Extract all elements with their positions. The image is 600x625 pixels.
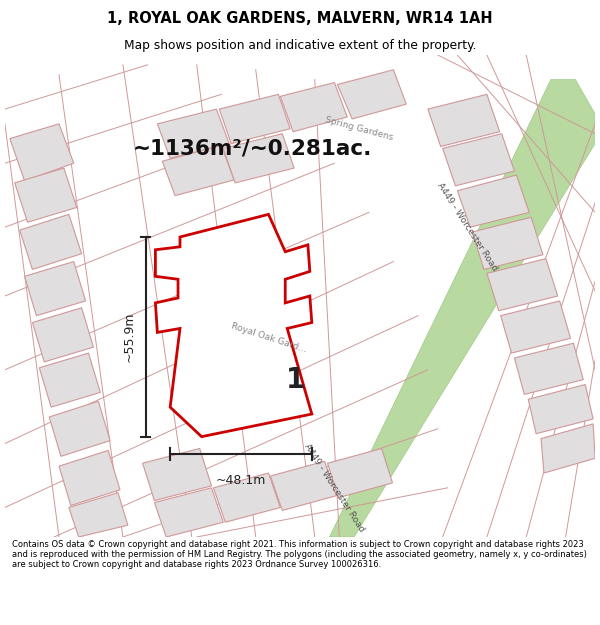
Text: A449 - Worcester Road: A449 - Worcester Road xyxy=(302,442,367,534)
Polygon shape xyxy=(49,401,110,456)
Polygon shape xyxy=(20,214,82,269)
Polygon shape xyxy=(487,259,558,311)
Polygon shape xyxy=(428,94,500,146)
Polygon shape xyxy=(337,70,406,119)
Text: A449 - Worcester Road: A449 - Worcester Road xyxy=(436,181,499,273)
Polygon shape xyxy=(25,262,86,316)
Polygon shape xyxy=(328,449,392,498)
Polygon shape xyxy=(514,343,583,394)
Polygon shape xyxy=(162,146,234,196)
Text: ~1136m²/~0.281ac.: ~1136m²/~0.281ac. xyxy=(133,139,372,159)
Polygon shape xyxy=(15,168,77,222)
Polygon shape xyxy=(143,449,211,501)
Polygon shape xyxy=(220,94,290,144)
Polygon shape xyxy=(500,301,571,353)
Polygon shape xyxy=(157,109,229,158)
Text: ~48.1m: ~48.1m xyxy=(216,474,266,487)
Text: ~55.9m: ~55.9m xyxy=(123,312,136,362)
Polygon shape xyxy=(223,134,294,183)
Polygon shape xyxy=(472,217,543,269)
Text: 1, ROYAL OAK GARDENS, MALVERN, WR14 1AH: 1, ROYAL OAK GARDENS, MALVERN, WR14 1AH xyxy=(107,11,493,26)
Polygon shape xyxy=(59,451,120,506)
Polygon shape xyxy=(40,353,100,407)
Polygon shape xyxy=(528,384,593,434)
Polygon shape xyxy=(329,79,595,537)
Polygon shape xyxy=(280,82,347,132)
Polygon shape xyxy=(271,461,337,511)
Text: 1: 1 xyxy=(286,366,305,394)
Polygon shape xyxy=(32,308,94,362)
Polygon shape xyxy=(443,134,514,186)
Polygon shape xyxy=(457,175,529,227)
Polygon shape xyxy=(154,488,223,537)
Text: Spring Gardens: Spring Gardens xyxy=(324,116,394,142)
Polygon shape xyxy=(155,214,312,437)
Polygon shape xyxy=(10,124,74,181)
Polygon shape xyxy=(69,492,128,537)
Text: Map shows position and indicative extent of the property.: Map shows position and indicative extent… xyxy=(124,39,476,51)
Polygon shape xyxy=(214,473,280,522)
Text: Royal Oak Gard...: Royal Oak Gard... xyxy=(230,322,307,355)
Polygon shape xyxy=(541,424,595,473)
Text: Contains OS data © Crown copyright and database right 2021. This information is : Contains OS data © Crown copyright and d… xyxy=(12,539,587,569)
